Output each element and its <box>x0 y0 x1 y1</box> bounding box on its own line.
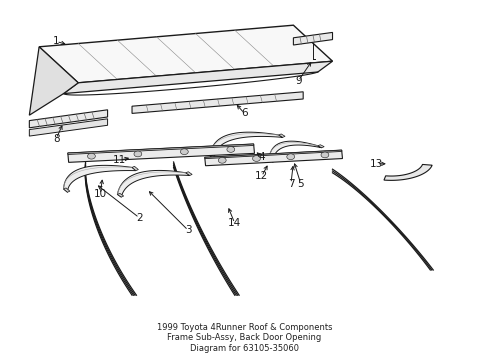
Circle shape <box>87 153 95 159</box>
Text: 6: 6 <box>241 108 247 118</box>
Circle shape <box>180 149 188 154</box>
Polygon shape <box>63 188 70 192</box>
Circle shape <box>134 151 142 157</box>
Polygon shape <box>383 165 431 180</box>
Polygon shape <box>117 170 189 197</box>
Text: 9: 9 <box>294 76 301 86</box>
Polygon shape <box>29 47 78 115</box>
Polygon shape <box>132 166 138 171</box>
Polygon shape <box>68 144 254 162</box>
Polygon shape <box>204 150 342 166</box>
Text: 4: 4 <box>258 152 264 162</box>
Text: 3: 3 <box>184 225 191 235</box>
Polygon shape <box>63 165 136 192</box>
Polygon shape <box>29 110 107 128</box>
Polygon shape <box>68 144 253 154</box>
Polygon shape <box>185 172 192 175</box>
Text: 12: 12 <box>254 171 268 181</box>
Polygon shape <box>132 92 303 113</box>
Circle shape <box>320 152 328 158</box>
Polygon shape <box>204 150 341 159</box>
Polygon shape <box>268 159 275 162</box>
Text: 11: 11 <box>113 155 126 165</box>
Circle shape <box>286 154 294 159</box>
Text: 13: 13 <box>369 159 383 169</box>
Circle shape <box>226 147 234 152</box>
Polygon shape <box>293 32 332 45</box>
Circle shape <box>218 157 225 163</box>
Text: 14: 14 <box>227 218 241 228</box>
Polygon shape <box>63 61 332 94</box>
Text: 5: 5 <box>297 179 304 189</box>
Text: 2: 2 <box>136 213 142 223</box>
Text: 1999 Toyota 4Runner Roof & Components
Frame Sub-Assy, Back Door Opening
Diagram : 1999 Toyota 4Runner Roof & Components Fr… <box>157 323 331 353</box>
Polygon shape <box>210 156 216 159</box>
Polygon shape <box>29 119 107 136</box>
Polygon shape <box>117 193 123 197</box>
Text: 1: 1 <box>53 36 60 46</box>
Polygon shape <box>268 141 321 162</box>
Text: 7: 7 <box>287 179 294 189</box>
Polygon shape <box>39 25 332 83</box>
Text: 10: 10 <box>94 189 106 199</box>
Polygon shape <box>317 145 324 148</box>
Polygon shape <box>210 132 282 159</box>
Circle shape <box>252 156 260 161</box>
Text: 8: 8 <box>53 134 60 144</box>
Polygon shape <box>278 134 285 138</box>
